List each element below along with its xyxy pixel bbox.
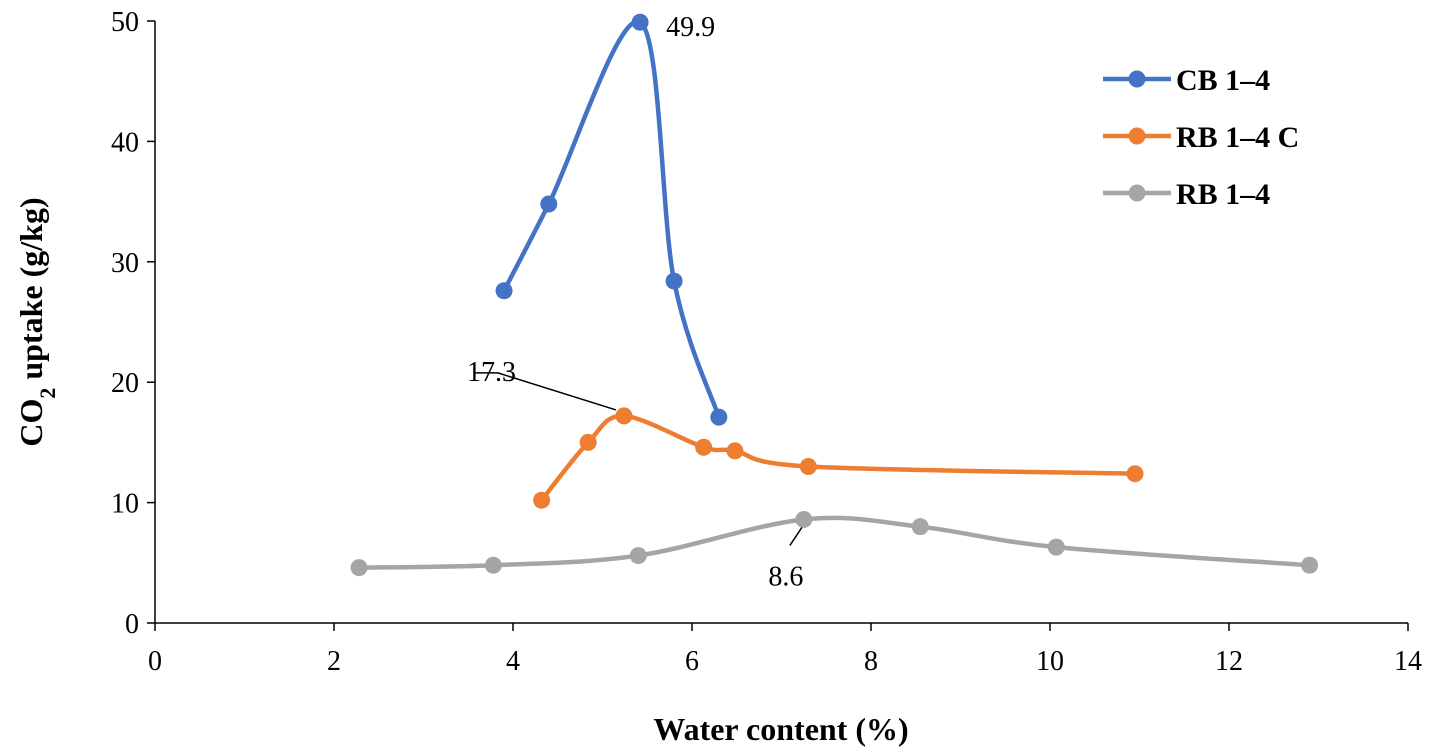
y-tick-label: 10 <box>111 489 139 520</box>
series-rb-1-4 <box>350 510 1319 577</box>
y-axis-title: CO2 uptake (g/kg) <box>13 197 60 446</box>
legend-item-cb-1-4: CB 1–4 <box>1103 64 1270 97</box>
data-point <box>695 438 713 456</box>
series-layer <box>350 13 1319 577</box>
data-label: 49.9 <box>666 12 715 43</box>
series-line <box>356 515 1312 570</box>
legend-swatch-marker <box>1128 184 1146 202</box>
data-point <box>710 408 728 426</box>
series-cb-1-4 <box>495 13 728 426</box>
data-point <box>911 518 929 536</box>
data-point <box>631 13 649 31</box>
legend-label: CB 1–4 <box>1176 64 1270 97</box>
legend-item-rb-1-4-c: RB 1–4 C <box>1103 121 1299 154</box>
data-point <box>484 556 502 574</box>
y-tick-label: 30 <box>111 248 139 279</box>
y-tick-label: 40 <box>111 127 139 158</box>
legend-swatch-marker <box>1128 127 1146 145</box>
data-label-leader <box>473 372 617 411</box>
data-point <box>540 195 558 213</box>
y-tick-label: 20 <box>111 368 139 399</box>
x-tick-label: 12 <box>1215 646 1243 677</box>
x-tick-label: 2 <box>327 646 341 677</box>
data-point <box>495 282 513 300</box>
data-point <box>533 491 551 509</box>
x-axis-title: Water content (%) <box>653 711 908 747</box>
x-tick-label: 6 <box>685 646 699 677</box>
data-label: 8.6 <box>768 561 803 592</box>
x-tick-label: 4 <box>506 646 520 677</box>
annotation-layer: 49.9 17.3 8.6 <box>467 12 803 592</box>
legend-item-rb-1-4: RB 1–4 <box>1103 178 1270 211</box>
series-line <box>501 19 722 420</box>
data-label: 17.3 <box>467 357 516 388</box>
data-point <box>1301 556 1319 574</box>
x-tick-label: 8 <box>864 646 878 677</box>
data-point <box>579 433 597 451</box>
y-tick-label: 50 <box>111 7 139 38</box>
series-rb-1-4-c <box>533 407 1144 509</box>
legend: CB 1–4 RB 1–4 C RB 1–4 <box>1103 64 1299 211</box>
y-tick-label: 0 <box>125 609 139 640</box>
data-point <box>615 407 633 425</box>
x-tick-label: 14 <box>1394 646 1422 677</box>
data-label-leader <box>789 527 803 546</box>
legend-label: RB 1–4 C <box>1176 121 1299 154</box>
series-line <box>539 413 1138 503</box>
x-tick-label: 0 <box>148 646 162 677</box>
data-point <box>1126 465 1144 483</box>
data-point <box>1047 538 1065 556</box>
data-point <box>726 442 744 460</box>
data-point <box>665 272 683 290</box>
axes: 0 2 4 6 8 10 12 14 0 10 20 30 40 50 <box>111 7 1422 677</box>
x-tick-label: 10 <box>1036 646 1064 677</box>
legend-label: RB 1–4 <box>1176 178 1270 211</box>
data-point <box>629 547 647 565</box>
data-point <box>350 559 368 577</box>
legend-swatch-marker <box>1128 70 1146 88</box>
data-point <box>795 510 813 528</box>
data-point <box>799 457 817 475</box>
